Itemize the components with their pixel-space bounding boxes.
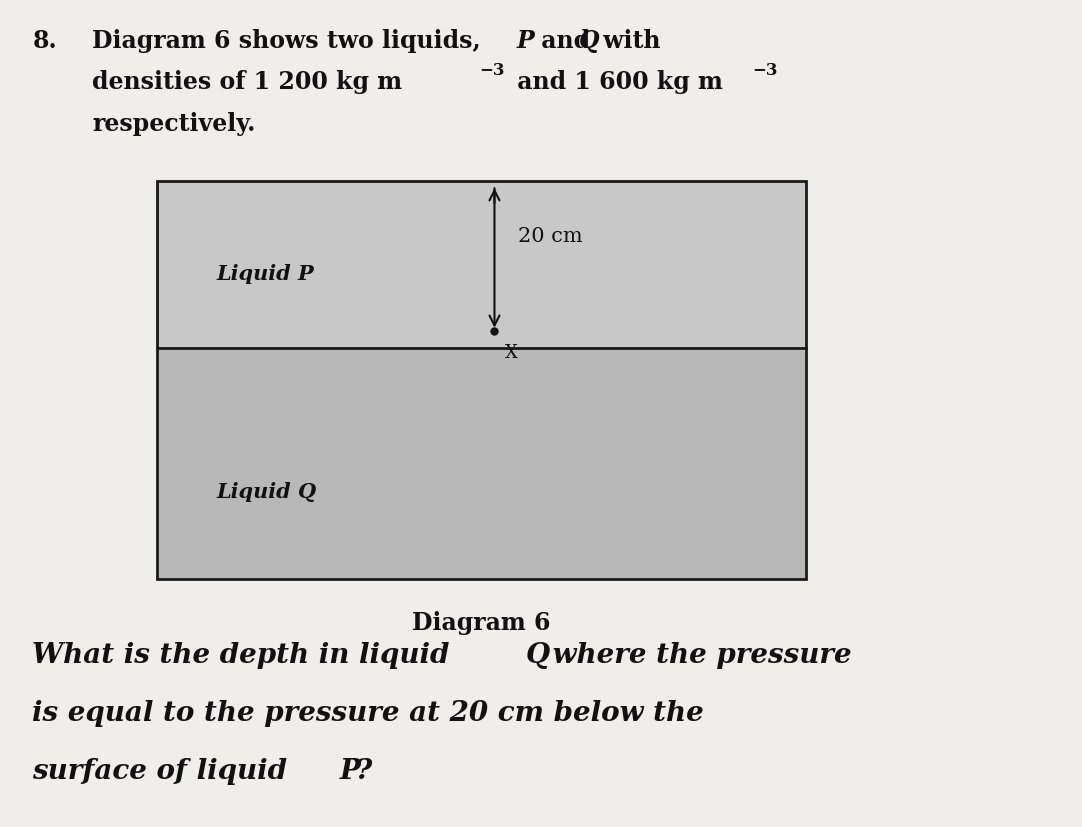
Text: P: P: [340, 757, 360, 784]
Text: 20 cm: 20 cm: [518, 227, 583, 246]
Text: 8.: 8.: [32, 29, 57, 53]
Text: Diagram 6: Diagram 6: [412, 610, 551, 634]
Bar: [157, 182, 806, 579]
Text: ?: ?: [355, 757, 371, 784]
Text: Liquid Q: Liquid Q: [216, 481, 317, 501]
Text: What is the depth in liquid: What is the depth in liquid: [32, 641, 460, 668]
Text: and: and: [533, 29, 598, 53]
Bar: [157, 349, 806, 579]
Text: densities of 1 200 kg m: densities of 1 200 kg m: [92, 70, 403, 94]
Text: respectively.: respectively.: [92, 112, 255, 136]
Text: Q: Q: [526, 641, 550, 668]
Text: is equal to the pressure at 20 cm below the: is equal to the pressure at 20 cm below …: [32, 699, 704, 726]
Text: Q: Q: [579, 29, 599, 53]
Text: surface of liquid: surface of liquid: [32, 757, 298, 784]
Text: with: with: [595, 29, 661, 53]
Text: Diagram 6 shows two liquids,: Diagram 6 shows two liquids,: [92, 29, 489, 53]
Text: and 1 600 kg m: and 1 600 kg m: [509, 70, 723, 94]
Text: −3: −3: [479, 62, 505, 79]
Text: P: P: [516, 29, 533, 53]
Bar: [157, 182, 806, 349]
Text: −3: −3: [752, 62, 778, 79]
Text: Liquid P: Liquid P: [216, 264, 314, 284]
Text: X: X: [505, 343, 518, 361]
Text: where the pressure: where the pressure: [543, 641, 852, 668]
